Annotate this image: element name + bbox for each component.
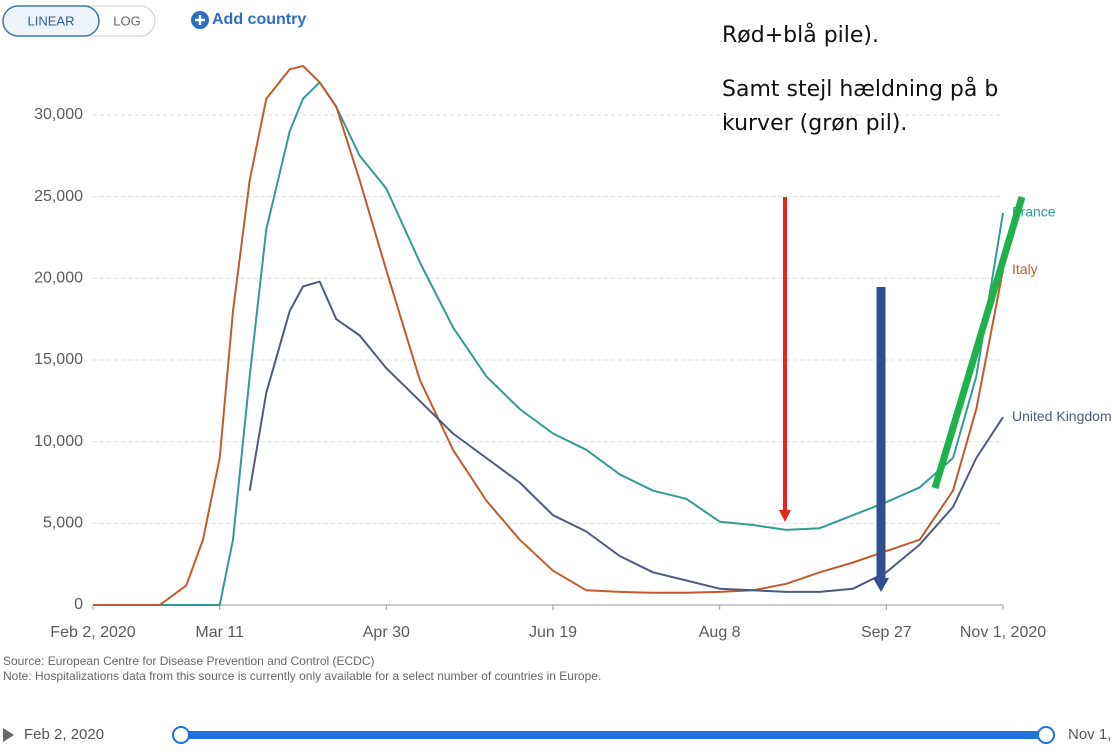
add-country[interactable]: Add country <box>212 11 306 28</box>
annotation: Samt stejl hældning på b <box>722 76 998 102</box>
annotation: Rød+blå pile). <box>722 22 879 48</box>
series-line <box>93 81 1004 606</box>
y-tick-label: 10,000 <box>34 433 83 450</box>
timeline-handle-end[interactable] <box>1037 726 1055 744</box>
add-icon-plus <box>195 15 205 25</box>
linear-button[interactable] <box>2 5 100 37</box>
log-label[interactable]: LOG <box>113 13 140 28</box>
series-line <box>248 280 1004 593</box>
blue-arrow-head <box>873 578 889 592</box>
line-label: Italy <box>1012 261 1038 277</box>
x-tick-label: Nov 1, 2020 <box>960 624 1046 641</box>
scale-toggle: LINEAR LOG <box>2 5 156 37</box>
timeline-end: Nov 1, 2020 <box>1068 726 1112 743</box>
x-tick-label: Mar 11 <box>195 624 244 641</box>
timeline-start: Feb 2, 2020 <box>24 726 104 743</box>
x-tick-label: Apr 30 <box>363 624 410 641</box>
timeline-handle-start[interactable] <box>172 726 190 744</box>
y-tick-label: 25,000 <box>34 188 83 205</box>
x-tick-label: Jun 19 <box>529 624 577 641</box>
y-tick-label: 15,000 <box>34 351 83 368</box>
y-tick-label: 0 <box>74 596 83 613</box>
play-button[interactable] <box>3 728 14 742</box>
x-tick-label: Feb 2, 2020 <box>50 624 136 641</box>
source: Source: European Centre for Disease Prev… <box>3 654 375 668</box>
arrows <box>779 195 1026 592</box>
green-arrow <box>931 195 1026 490</box>
x-tick-label: Aug 8 <box>699 624 741 641</box>
series-line <box>93 65 1004 606</box>
linear-label[interactable]: LINEAR <box>28 13 75 28</box>
line-label: United Kingdom <box>1012 408 1112 424</box>
y-tick-label: 30,000 <box>34 106 83 123</box>
note: Note: Hospitalizations data from this so… <box>3 669 601 683</box>
timeline-bar[interactable] <box>181 731 1047 739</box>
y-tick-label: 5,000 <box>43 515 83 532</box>
y-tick-label: 20,000 <box>34 270 83 287</box>
line-label: France <box>1012 204 1056 220</box>
x-tick-label: Sep 27 <box>861 624 912 641</box>
red-arrow-head <box>779 510 791 522</box>
